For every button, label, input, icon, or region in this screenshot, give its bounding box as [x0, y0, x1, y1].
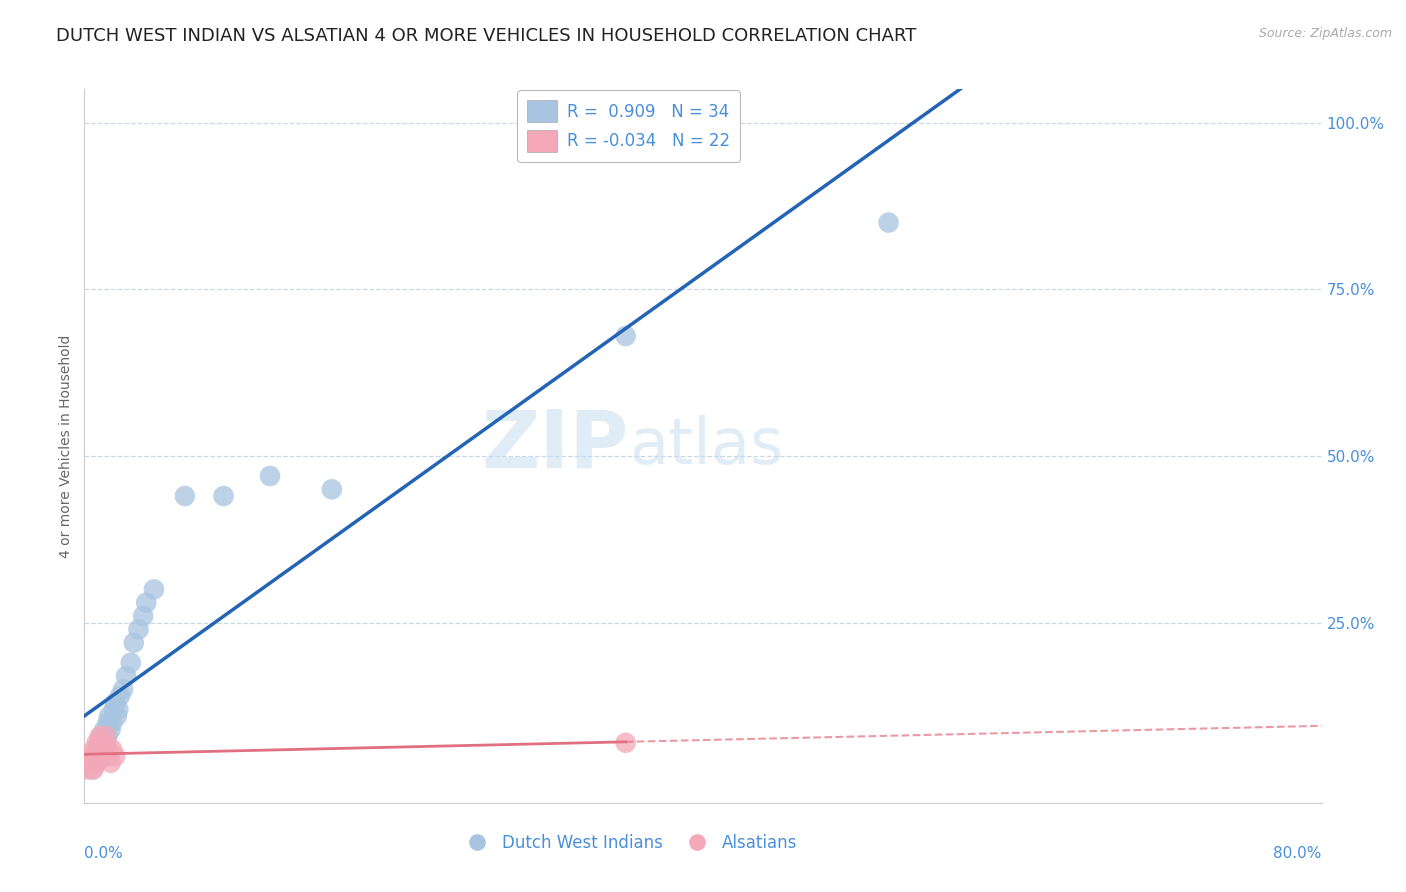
Point — [877, 216, 900, 230]
Point — [89, 729, 111, 743]
Point — [107, 702, 129, 716]
Point — [83, 742, 105, 756]
Point — [93, 749, 115, 764]
Point — [83, 763, 105, 777]
Point — [614, 736, 637, 750]
Legend: Dutch West Indians, Alsatians: Dutch West Indians, Alsatians — [454, 828, 804, 859]
Point — [122, 636, 145, 650]
Point — [135, 596, 157, 610]
Point — [100, 756, 122, 770]
Point — [97, 715, 120, 730]
Point — [84, 749, 107, 764]
Point — [98, 749, 121, 764]
Point — [100, 723, 122, 737]
Point — [89, 736, 111, 750]
Point — [321, 483, 343, 497]
Point — [89, 749, 111, 764]
Point — [77, 756, 100, 770]
Point — [86, 756, 108, 770]
Point — [79, 749, 101, 764]
Point — [87, 742, 110, 756]
Text: DUTCH WEST INDIAN VS ALSATIAN 4 OR MORE VEHICLES IN HOUSEHOLD CORRELATION CHART: DUTCH WEST INDIAN VS ALSATIAN 4 OR MORE … — [56, 27, 917, 45]
Point — [132, 609, 155, 624]
Point — [115, 669, 138, 683]
Point — [112, 682, 135, 697]
Point — [87, 742, 110, 756]
Text: ZIP: ZIP — [481, 407, 628, 485]
Point — [101, 715, 124, 730]
Point — [82, 763, 104, 777]
Point — [97, 729, 120, 743]
Point — [103, 702, 125, 716]
Point — [97, 742, 120, 756]
Point — [104, 696, 127, 710]
Point — [90, 742, 112, 756]
Point — [174, 489, 197, 503]
Point — [82, 756, 104, 770]
Point — [86, 736, 108, 750]
Point — [84, 749, 107, 764]
Point — [212, 489, 235, 503]
Point — [94, 736, 117, 750]
Point — [94, 729, 117, 743]
Point — [91, 736, 114, 750]
Point — [120, 656, 142, 670]
Point — [89, 749, 111, 764]
Point — [98, 709, 121, 723]
Point — [259, 469, 281, 483]
Point — [104, 749, 127, 764]
Point — [76, 763, 98, 777]
Point — [86, 756, 108, 770]
Text: Source: ZipAtlas.com: Source: ZipAtlas.com — [1258, 27, 1392, 40]
Point — [614, 329, 637, 343]
Point — [90, 729, 112, 743]
Point — [143, 582, 166, 597]
Point — [101, 742, 124, 756]
Text: 80.0%: 80.0% — [1274, 846, 1322, 861]
Point — [91, 742, 114, 756]
Point — [93, 723, 115, 737]
Point — [108, 689, 131, 703]
Text: atlas: atlas — [628, 415, 783, 477]
Point — [128, 623, 150, 637]
Text: 0.0%: 0.0% — [84, 846, 124, 861]
Point — [105, 709, 128, 723]
Y-axis label: 4 or more Vehicles in Household: 4 or more Vehicles in Household — [59, 334, 73, 558]
